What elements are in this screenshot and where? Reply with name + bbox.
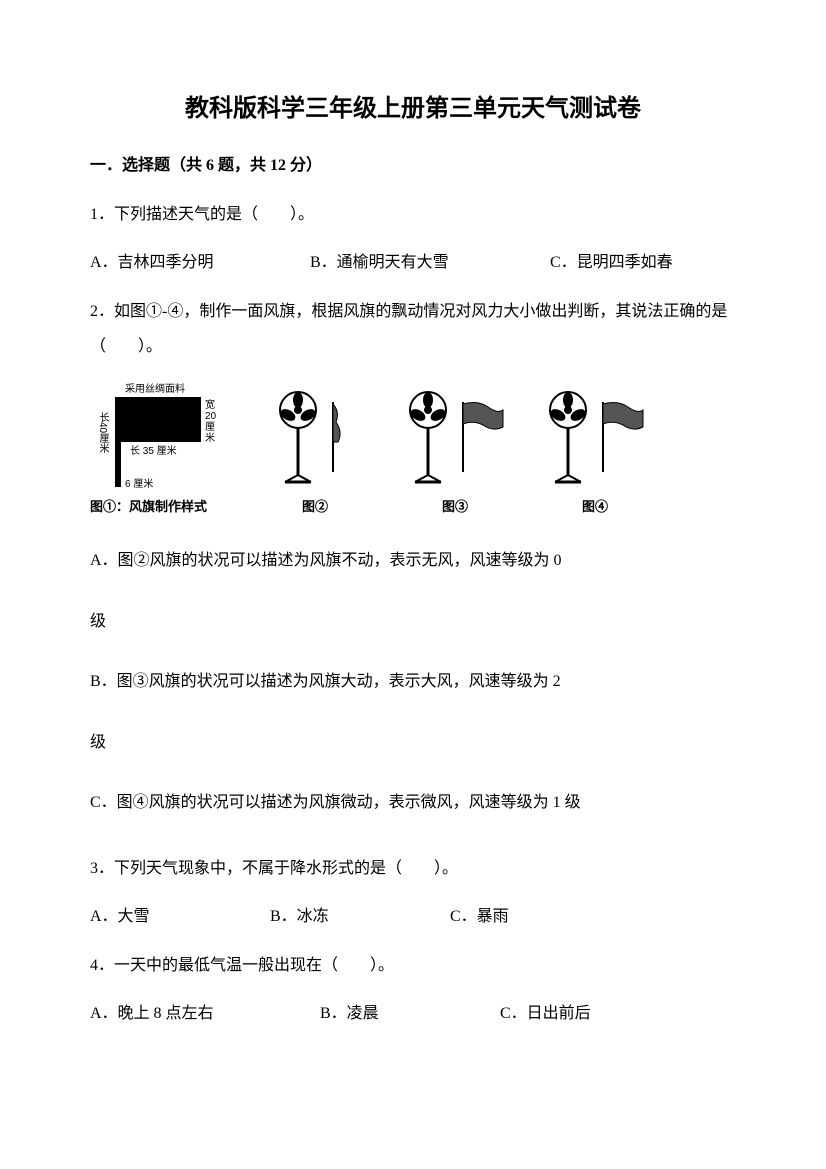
question-4-text: 4．一天中的最低气温一般出现在（ ）。 <box>90 948 736 983</box>
diagram-label-3: 图③ <box>400 497 510 518</box>
diagram-label-4: 图④ <box>540 497 650 518</box>
diagram-label-2: 图② <box>260 497 370 518</box>
q1-option-c: C．昆明四季如春 <box>550 250 736 276</box>
q2-option-b: B．图③风旗的状况可以描述为风旗大动，表示大风，风速等级为 2 <box>90 669 736 695</box>
q4-option-b: B．凌晨 <box>320 1001 500 1027</box>
section-header: 一．选择题（共 6 题，共 12 分） <box>90 153 736 179</box>
fan-icon <box>543 390 593 485</box>
flag-body <box>121 397 201 442</box>
question-1-text: 1．下列描述天气的是（ ）。 <box>90 197 736 232</box>
width6-label: 6 厘米 <box>125 477 153 493</box>
fan-icon <box>403 390 453 485</box>
q1-option-b: B．通榆明天有大雪 <box>310 250 550 276</box>
material-label: 采用丝绸面料 <box>125 382 185 398</box>
fan-diagram-2 <box>260 382 370 492</box>
flag-waving-icon <box>598 402 648 472</box>
q2-option-c: C．图④风旗的状况可以描述为风旗微动，表示微风，风速等级为 1 级 <box>90 790 736 816</box>
diagram-container: 采用丝绸面料 长40厘米 宽20厘米 长 35 厘米 6 厘米 <box>90 382 736 492</box>
q3-option-a: A．大雪 <box>90 904 270 930</box>
flag-hanging-icon <box>328 402 358 472</box>
length35-label: 长 35 厘米 <box>130 444 177 460</box>
q3-option-c: C．暴雨 <box>450 904 630 930</box>
question-3-options: A．大雪 B．冰冻 C．暴雨 <box>90 904 736 930</box>
diagram-label-1: 图①：风旗制作样式 <box>90 497 230 518</box>
question-1-options: A．吉林四季分明 B．通榆明天有大雪 C．昆明四季如春 <box>90 250 736 276</box>
width20-label: 宽20厘米 <box>205 400 220 444</box>
fan-diagram-3 <box>400 382 510 492</box>
document-title: 教科版科学三年级上册第三单元天气测试卷 <box>90 90 736 128</box>
q2-level-b: 级 <box>90 730 736 756</box>
question-3-text: 3．下列天气现象中，不属于降水形式的是（ ）。 <box>90 851 736 886</box>
question-2-text: 2．如图①-④，制作一面风旗，根据风旗的飘动情况对风力大小做出判断，其说法正确的… <box>90 294 736 364</box>
q3-option-b: B．冰冻 <box>270 904 450 930</box>
q2-level-a: 级 <box>90 609 736 635</box>
q4-option-a: A．晚上 8 点左右 <box>90 1001 320 1027</box>
fan-icon <box>273 390 323 485</box>
diagram-labels: 图①：风旗制作样式 图② 图③ 图④ <box>90 497 736 518</box>
q2-option-a: A．图②风旗的状况可以描述为风旗不动，表示无风，风速等级为 0 <box>90 548 736 574</box>
question-4-options: A．晚上 8 点左右 B．凌晨 C．日出前后 <box>90 1001 736 1027</box>
q1-option-a: A．吉林四季分明 <box>90 250 310 276</box>
length40-label: 长40厘米 <box>90 412 110 453</box>
flag-waving-icon <box>458 402 508 472</box>
flag-spec-diagram: 采用丝绸面料 长40厘米 宽20厘米 长 35 厘米 6 厘米 <box>90 382 230 492</box>
fan-diagram-4 <box>540 382 650 492</box>
q4-option-c: C．日出前后 <box>500 1001 591 1027</box>
